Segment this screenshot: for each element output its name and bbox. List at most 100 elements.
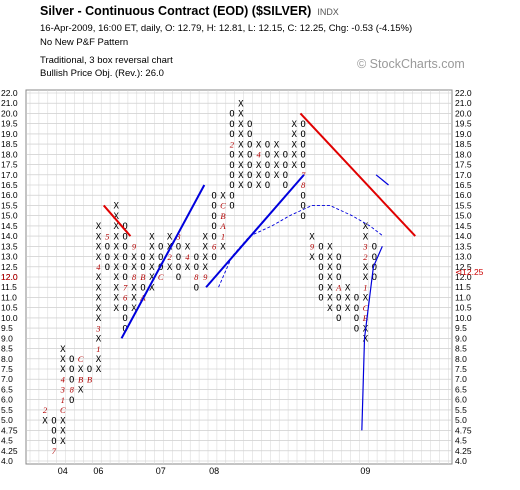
x-box: X (238, 110, 244, 120)
y-tick-left: 18.0 (1, 149, 18, 159)
o-box: O (122, 314, 127, 324)
y-tick-right: 20.0 (455, 108, 472, 118)
y-tick-left: 19.0 (1, 129, 18, 139)
x-box: X (238, 140, 244, 150)
y-tick-left: 14.5 (1, 221, 18, 231)
o-box: O (69, 375, 74, 385)
y-tick-right: 21.0 (455, 98, 472, 108)
x-box: X (345, 294, 351, 304)
last-price-marker: ⊲12.25 (455, 267, 484, 277)
o-box: O (69, 355, 74, 365)
month-marker: 1 (96, 344, 100, 354)
x-box: X (291, 151, 297, 161)
month-marker: B (78, 374, 83, 384)
o-box: O (229, 151, 234, 161)
y-tick-right: 4.25 (455, 446, 472, 456)
o-box: O (283, 181, 288, 191)
x-box: X (291, 161, 297, 171)
month-marker: 8 (194, 272, 199, 282)
x-box: X (238, 120, 244, 130)
x-box: X (256, 161, 262, 171)
y-tick-right: 16.5 (455, 180, 472, 190)
o-box: O (336, 314, 341, 324)
x-box: X (291, 140, 297, 150)
x-box: X (96, 222, 102, 232)
o-box: O (283, 151, 288, 161)
x-box: X (291, 130, 297, 140)
o-box: O (300, 161, 305, 171)
o-box: O (229, 181, 234, 191)
o-box: O (229, 130, 234, 140)
o-box: O (105, 253, 110, 263)
o-box: O (336, 253, 341, 263)
y-tick-right: 11.5 (455, 282, 471, 292)
o-box: O (158, 253, 163, 263)
x-box: X (202, 243, 208, 253)
support-trendline-1 (120, 184, 206, 339)
x-box: X (363, 232, 369, 242)
month-marker: 7 (123, 282, 128, 292)
o-box: O (122, 232, 127, 242)
y-tick-left: 4.25 (1, 446, 18, 456)
o-box: O (265, 181, 270, 191)
y-tick-right: 12.5 (455, 262, 472, 272)
y-tick-left: 20.0 (1, 108, 18, 118)
y-tick-right: 11.0 (455, 292, 471, 302)
x-box: X (78, 365, 84, 375)
x-box: X (363, 294, 369, 304)
x-box: X (96, 273, 102, 283)
x-box: X (185, 243, 191, 253)
y-tick-left: 9.0 (1, 333, 13, 343)
o-box: O (51, 427, 56, 437)
o-box: O (247, 161, 252, 171)
o-box: O (300, 120, 305, 130)
month-marker: C (220, 201, 226, 211)
y-tick-left: 13.0 (1, 252, 18, 262)
title-text: Silver - Continuous Contract (EOD) ($SIL… (40, 4, 312, 18)
month-marker: B (220, 211, 225, 221)
o-box: O (300, 130, 305, 140)
o-box: O (211, 212, 216, 222)
y-tick-left: 17.0 (1, 170, 18, 180)
month-marker: 2 (43, 405, 48, 415)
x-box: X (42, 416, 48, 426)
x-box: X (291, 120, 297, 130)
x-axis-label: 07 (156, 466, 166, 476)
x-box: X (96, 365, 102, 375)
month-marker: 8 (132, 272, 137, 282)
o-box: O (300, 212, 305, 222)
y-tick-left: 10.0 (1, 313, 18, 323)
y-tick-left: 15.5 (1, 200, 18, 210)
o-box: O (336, 304, 341, 314)
x-box: X (238, 161, 244, 171)
o-box: O (122, 273, 127, 283)
x-box: X (60, 416, 66, 426)
x-box: X (274, 171, 280, 181)
x-box: X (202, 253, 208, 263)
y-tick-right: 8.5 (455, 344, 467, 354)
last-price-left: 12.0 (1, 272, 18, 282)
x-box: X (149, 263, 155, 273)
x-box: X (238, 181, 244, 191)
month-marker: C (158, 272, 164, 282)
x-box: X (274, 140, 280, 150)
y-tick-left: 7.0 (1, 374, 13, 384)
x-box: X (274, 151, 280, 161)
o-box: O (354, 314, 359, 324)
y-tick-right: 5.5 (455, 405, 467, 415)
x-box: X (131, 283, 137, 293)
month-marker: 3 (175, 231, 180, 241)
o-box: O (300, 140, 305, 150)
o-box: O (354, 294, 359, 304)
o-box: O (211, 253, 216, 263)
x-box: X (256, 171, 262, 181)
month-marker: 3 (362, 242, 367, 252)
y-tick-right: 17.0 (455, 170, 472, 180)
month-marker: A (335, 282, 342, 292)
o-box: O (194, 253, 199, 263)
x-box: X (256, 181, 262, 191)
o-box: O (336, 263, 341, 273)
o-box: O (265, 161, 270, 171)
y-tick-right: 13.5 (455, 241, 472, 251)
y-tick-right: 18.5 (455, 139, 472, 149)
